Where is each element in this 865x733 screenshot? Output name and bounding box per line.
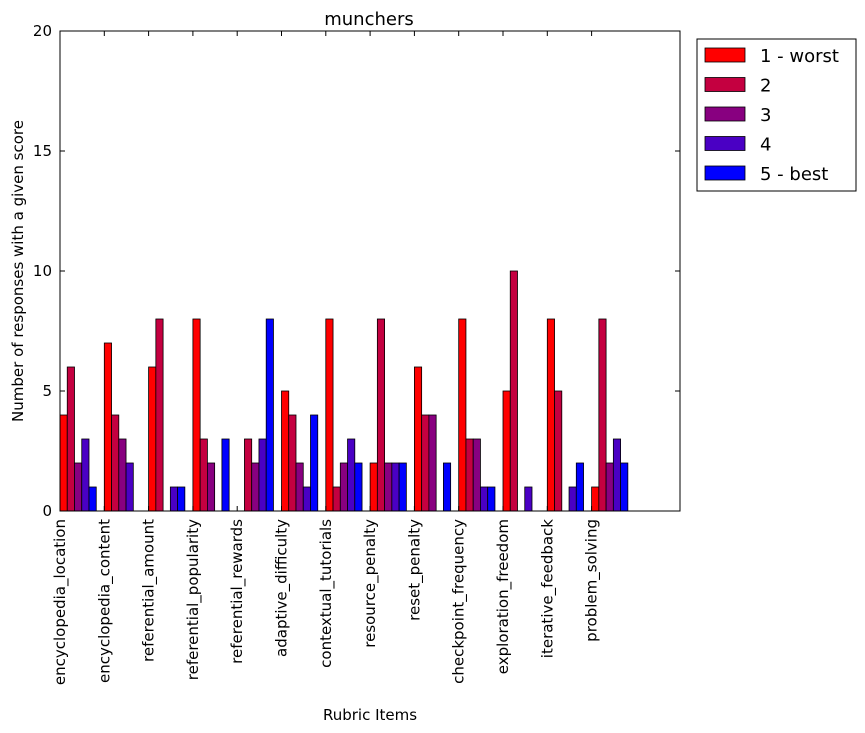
bar-referential_rewards-3 — [251, 462, 260, 512]
x-tick-label-resource_penalty: resource_penalty — [361, 519, 380, 648]
bar-problem_solving-5 — [620, 462, 629, 512]
bar-iterative_feedback-2 — [554, 390, 563, 512]
bar-referential_amount-5 — [177, 486, 186, 512]
bar-adaptive_difficulty-2 — [288, 414, 297, 512]
bar-referential_amount-4 — [169, 486, 179, 512]
bar-reset_penalty-2 — [421, 414, 430, 512]
bar-reset_penalty-5 — [442, 462, 452, 512]
x-tick-label-reset_penalty: reset_penalty — [405, 519, 424, 621]
bar-problem_solving-2 — [598, 318, 607, 512]
bar-contextual_tutorials-4 — [347, 438, 356, 512]
bar-checkpoint_frequency-4 — [480, 486, 489, 512]
bars-layer — [59, 270, 629, 512]
bar-checkpoint_frequency-2 — [465, 438, 474, 512]
bar-contextual_tutorials-2 — [332, 486, 341, 512]
x-tick-label-referential_popularity: referential_popularity — [184, 519, 203, 680]
legend-label-5: 5 - best — [760, 164, 828, 185]
bar-encyclopedia_location-3 — [74, 462, 83, 512]
y-tick-label: 20 — [33, 22, 52, 40]
x-tick-label-exploration_freedom: exploration_freedom — [494, 519, 513, 674]
bar-iterative_feedback-5 — [575, 462, 584, 512]
x-tick-label-problem_solving: problem_solving — [583, 519, 602, 642]
legend-swatch-3 — [704, 106, 746, 122]
legend-label-3: 3 — [760, 105, 771, 126]
bar-iterative_feedback-1 — [546, 318, 555, 512]
bar-exploration_freedom-2 — [509, 270, 518, 512]
legend-label-1: 1 - worst — [760, 46, 839, 67]
bar-encyclopedia_location-1 — [59, 414, 68, 512]
y-tick-label: 0 — [42, 502, 52, 520]
bar-referential_amount-1 — [148, 366, 157, 512]
x-axis: encyclopedia_location encyclopedia_conten… — [51, 31, 602, 685]
bar-encyclopedia_location-4 — [81, 438, 90, 512]
bar-encyclopedia_location-5 — [88, 486, 97, 512]
bar-adaptive_difficulty-4 — [302, 486, 311, 512]
bar-exploration_freedom-1 — [502, 390, 511, 512]
bar-encyclopedia_content-2 — [111, 414, 120, 512]
bar-referential_rewards-5 — [265, 318, 274, 512]
bar-resource_penalty-4 — [391, 462, 400, 512]
legend-swatch-4 — [704, 136, 746, 151]
bar-referential_rewards-4 — [258, 438, 267, 512]
bar-referential_popularity-5 — [221, 438, 230, 512]
bar-checkpoint_frequency-3 — [472, 438, 481, 512]
x-tick-label-iterative_feedback: iterative_feedback — [538, 519, 557, 659]
y-axis: 0 5 10 15 20 — [33, 22, 680, 520]
x-tick-label-referential_rewards: referential_rewards — [228, 519, 247, 664]
bar-checkpoint_frequency-1 — [458, 318, 467, 512]
bar-referential_amount-2 — [155, 318, 164, 512]
chart-title: munchers — [324, 9, 414, 30]
y-tick-label: 15 — [33, 142, 52, 160]
x-tick-label-checkpoint_frequency: checkpoint_frequency — [450, 519, 469, 684]
bar-referential_popularity-1 — [192, 318, 201, 512]
x-tick-label-contextual_tutorials: contextual_tutorials — [317, 519, 336, 668]
bar-adaptive_difficulty-3 — [295, 462, 304, 512]
legend-label-2: 2 — [760, 76, 771, 97]
bar-problem_solving-3 — [605, 462, 614, 512]
y-axis-label: Number of responses with a given score — [9, 120, 27, 422]
legend-swatch-2 — [704, 77, 746, 92]
bar-referential_rewards-2 — [244, 438, 253, 512]
bar-reset_penalty-1 — [413, 366, 423, 512]
bar-problem_solving-1 — [591, 486, 600, 512]
bar-checkpoint_frequency-5 — [487, 486, 496, 512]
bar-adaptive_difficulty-5 — [310, 414, 319, 512]
bar-reset_penalty-3 — [428, 414, 437, 512]
bar-encyclopedia_content-1 — [103, 342, 112, 512]
legend-label-4: 4 — [760, 135, 771, 156]
bar-encyclopedia_content-3 — [118, 438, 127, 512]
bar-resource_penalty-3 — [384, 462, 393, 512]
bar-referential_popularity-2 — [199, 438, 208, 512]
bar-contextual_tutorials-3 — [339, 462, 348, 512]
bar-iterative_feedback-4 — [568, 486, 577, 512]
bar-resource_penalty-5 — [398, 462, 407, 512]
bar-encyclopedia_location-2 — [66, 366, 75, 512]
bar-contextual_tutorials-1 — [325, 318, 334, 512]
bar-adaptive_difficulty-1 — [281, 390, 290, 512]
bar-exploration_freedom-4 — [524, 486, 533, 512]
legend: 1 - worst 2 3 4 5 - best — [696, 38, 857, 192]
x-tick-label-encyclopedia_location: encyclopedia_location — [51, 519, 70, 685]
bar-encyclopedia_content-4 — [125, 462, 134, 512]
legend-swatch-5 — [704, 165, 746, 181]
x-tick-label-referential_amount: referential_amount — [140, 519, 159, 662]
bar-resource_penalty-1 — [369, 462, 378, 512]
bar-referential_popularity-3 — [206, 462, 216, 512]
x-tick-label-adaptive_difficulty: adaptive_difficulty — [273, 519, 292, 657]
x-tick-label-encyclopedia_content: encyclopedia_content — [95, 519, 114, 683]
bar-contextual_tutorials-5 — [354, 462, 363, 512]
legend-swatch-1 — [704, 47, 746, 63]
bar-resource_penalty-2 — [376, 318, 386, 512]
y-tick-label: 5 — [42, 382, 52, 400]
bar-problem_solving-4 — [612, 438, 621, 512]
x-axis-label: Rubric Items — [323, 706, 417, 724]
y-tick-label: 10 — [33, 262, 52, 280]
